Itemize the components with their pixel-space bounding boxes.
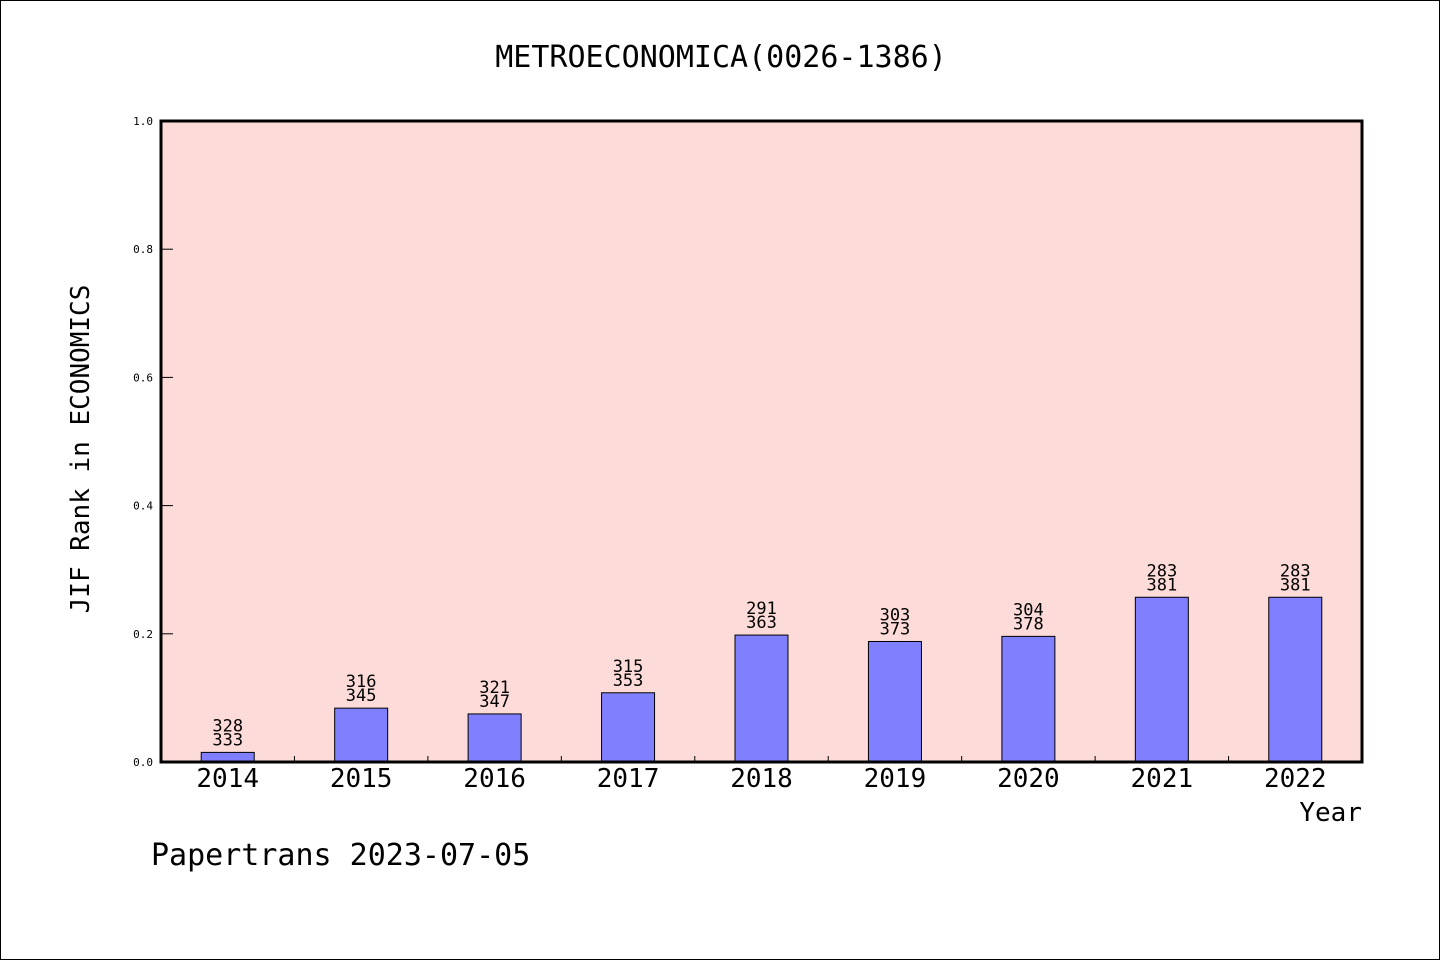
bar-rank-label: 291 [746,599,777,619]
x-tick-label: 2021 [1131,764,1194,794]
bar-total-label: 381 [1280,575,1311,595]
bar-2021 [1134,596,1189,763]
footer-credit: Papertrans 2023-07-05 [151,838,530,873]
bar-total-label: 378 [1013,614,1044,634]
bar-total-label: 353 [613,671,644,691]
x-tick-label: 2016 [463,764,526,794]
bar-total-label: 347 [479,692,510,712]
bar-total-label: 363 [746,613,777,633]
y-tick-label: 0.4 [133,500,153,513]
x-tick-label: 2020 [997,764,1060,794]
bar-2016 [467,713,522,763]
x-axis: 2014 2015 2016 2017 2018 2019 2020 2021 2022 [196,756,1327,794]
plot-border [159,119,1364,764]
bar-rank-label: 283 [1146,561,1177,581]
chart-title: METROECONOMICA(0026-1386) [495,40,947,75]
y-tick-label: 0.8 [133,243,153,256]
y-tick-label: 1.0 [133,115,153,128]
x-tick-label: 2018 [730,764,793,794]
bar-rank-label: 321 [479,678,510,698]
x-tick-label: 2017 [597,764,660,794]
y-tick-label: 0.0 [133,756,153,769]
x-axis-label: Year [1299,798,1362,828]
y-tick-label: 0.2 [133,628,153,641]
bar-2017 [601,692,656,763]
bar-2015 [334,707,389,763]
bar-2018 [734,634,789,763]
x-tick-label: 2014 [196,764,259,794]
bar-rank-label: 283 [1280,561,1311,581]
bar-rank-label: 304 [1013,600,1044,620]
x-tick-label: 2019 [864,764,927,794]
bar-total-label: 381 [1146,575,1177,595]
bar-rank-label: 328 [212,716,243,736]
bar-rank-label: 315 [613,657,644,677]
bar-2019 [867,640,922,763]
bar-total-label: 333 [212,730,243,750]
bar-total-label: 373 [880,619,911,639]
y-tick-label: 0.6 [133,371,153,384]
bar-rank-label: 316 [346,672,377,692]
x-tick-label: 2015 [330,764,393,794]
bar-2020 [1001,635,1056,763]
y-axis-label: JIF Rank in ECONOMICS [66,285,96,614]
bar-2022 [1268,596,1323,763]
bar-total-label: 345 [346,686,377,706]
bar-rank-label: 303 [880,605,911,625]
x-tick-label: 2022 [1264,764,1327,794]
bars-group [200,596,1323,763]
